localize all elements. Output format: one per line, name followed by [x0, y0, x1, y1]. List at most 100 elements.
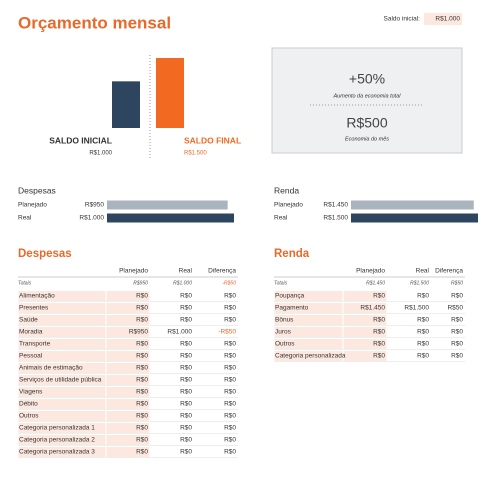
- amount-cell: R$0: [224, 305, 236, 312]
- category-cell: Serviços de utilidade pública: [19, 377, 102, 384]
- amount-cell: R$0: [224, 341, 236, 348]
- category-cell: Alimentação: [19, 293, 55, 300]
- savings: R$500: [346, 115, 387, 131]
- amount-cell: R$50: [447, 305, 463, 312]
- amount-cell: R$0: [136, 401, 148, 408]
- amount-cell: R$0: [136, 449, 148, 456]
- category-cell: Poupança: [275, 293, 305, 300]
- bars-label: Real: [274, 215, 288, 222]
- amount-cell: R$0: [224, 389, 236, 396]
- amount-cell: R$0: [136, 377, 148, 384]
- balance-value: R$1.500: [184, 151, 207, 157]
- amount-cell: R$0: [136, 305, 148, 312]
- category-cell: Pagamento: [275, 305, 309, 312]
- amount-cell: R$0: [224, 401, 236, 408]
- category-cell: Pessoal: [19, 353, 43, 360]
- balance-bar: [112, 81, 140, 128]
- amount-cell: R$0: [224, 413, 236, 420]
- amount-cell: R$0: [136, 365, 148, 372]
- amount-cell: R$0: [180, 437, 192, 444]
- category-cell: Outros: [275, 341, 295, 348]
- category-cell: Moradia: [19, 329, 43, 336]
- totals-cell: Totais: [274, 280, 288, 286]
- category-cell: Débito: [19, 401, 38, 408]
- amount-cell: R$1.000: [167, 329, 192, 336]
- amount-cell: R$0: [136, 317, 148, 324]
- amount-cell: R$0: [224, 437, 236, 444]
- amount-cell: R$0: [373, 293, 385, 300]
- amount-cell: -R$50: [218, 329, 236, 336]
- amount-cell: R$0: [180, 365, 192, 372]
- amount-cell: R$0: [180, 413, 192, 420]
- amount-cell: R$0: [224, 449, 236, 456]
- totals-cell: R$1.450: [366, 280, 385, 286]
- bars-title: Renda: [274, 185, 299, 195]
- amount-cell: R$0: [451, 353, 463, 360]
- category-cell: Categoria personalizada 2: [19, 437, 95, 444]
- category-cell: Animais de estimação: [19, 365, 83, 372]
- amount-cell: R$0: [180, 305, 192, 312]
- opening-balance-cell: [424, 13, 462, 25]
- amount-cell: R$0: [417, 317, 429, 324]
- amount-cell: R$0: [224, 377, 236, 384]
- amount-cell: R$0: [180, 353, 192, 360]
- summary-box: [271, 47, 463, 154]
- bar: [351, 200, 474, 210]
- category-cell: Viagens: [19, 389, 43, 396]
- amount-cell: R$0: [224, 425, 236, 432]
- category-cell: Outros: [19, 413, 39, 420]
- category-cell: Presentes: [19, 305, 49, 312]
- amount-cell: R$0: [180, 401, 192, 408]
- amount-cell: R$0: [136, 293, 148, 300]
- totals-cell: R$1.500: [410, 280, 429, 286]
- bars-label: Real: [18, 215, 32, 222]
- amount-cell: R$0: [180, 317, 192, 324]
- amount-cell: R$0: [180, 377, 192, 384]
- column-header: Planejado: [356, 268, 385, 275]
- totals-cell: R$950: [133, 280, 148, 286]
- amount-cell: R$1.450: [360, 305, 385, 312]
- column-header: Planejado: [119, 268, 148, 275]
- opening-balance-value: R$1.000: [435, 16, 460, 23]
- amount-cell: R$0: [180, 389, 192, 396]
- table-title: Despesas: [18, 248, 72, 260]
- bars-value: R$1.500: [323, 215, 348, 222]
- totals-cell: -R$50: [222, 280, 236, 286]
- amount-cell: R$0: [136, 389, 148, 396]
- increase-caption: Aumento da economia total: [333, 93, 402, 99]
- totals-cell: Totais: [18, 280, 32, 286]
- savings-caption: Economia do mês: [345, 136, 389, 142]
- amount-cell: R$0: [224, 353, 236, 360]
- category-cell: Bônus: [275, 317, 294, 324]
- amount-cell: R$0: [417, 329, 429, 336]
- amount-cell: R$0: [417, 353, 429, 360]
- amount-cell: R$0: [136, 341, 148, 348]
- amount-cell: R$0: [224, 317, 236, 324]
- title: Orçamento mensal: [18, 13, 171, 32]
- column-header: Diferença: [435, 268, 463, 275]
- amount-cell: R$0: [417, 341, 429, 348]
- bars-title: Despesas: [18, 185, 56, 195]
- amount-cell: R$0: [373, 341, 385, 348]
- category-cell: Transporte: [19, 341, 51, 348]
- amount-cell: R$950: [129, 329, 149, 336]
- balance-bar: [156, 58, 184, 128]
- amount-cell: R$0: [373, 353, 385, 360]
- totals-cell: R$50: [451, 280, 463, 286]
- totals-cell: R$1.000: [173, 280, 192, 286]
- amount-cell: R$0: [451, 317, 463, 324]
- category-cell: Categoria personalizada: [275, 353, 346, 360]
- amount-cell: R$0: [224, 293, 236, 300]
- category-cell: Juros: [275, 329, 292, 336]
- amount-cell: R$0: [136, 437, 148, 444]
- bars-value: R$950: [85, 202, 105, 209]
- amount-cell: R$0: [180, 341, 192, 348]
- column-header: Real: [416, 268, 430, 275]
- bars-value: R$1.000: [79, 215, 104, 222]
- amount-cell: R$0: [136, 425, 148, 432]
- category-cell: Categoria personalizada 3: [19, 449, 95, 456]
- category-cell: Saúde: [19, 317, 38, 324]
- amount-cell: R$0: [451, 293, 463, 300]
- bars-label: Planejado: [274, 202, 303, 209]
